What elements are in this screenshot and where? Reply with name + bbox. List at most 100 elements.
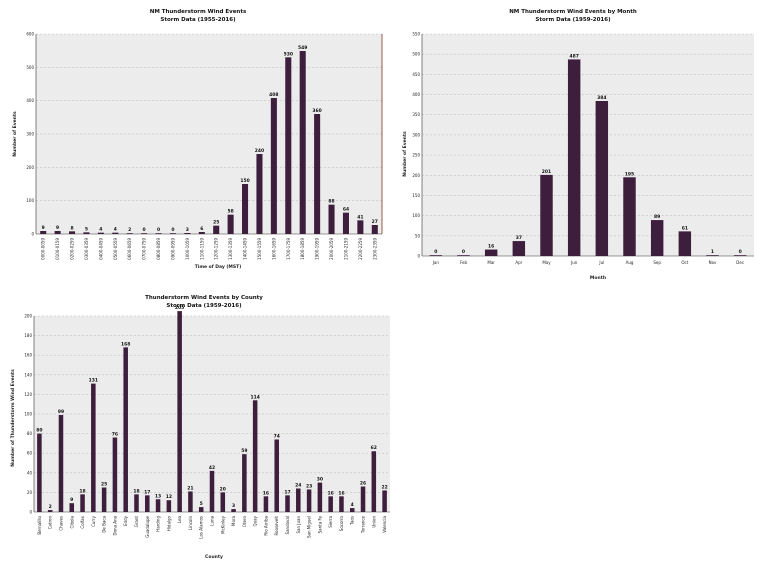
data-label: 16 xyxy=(328,490,334,496)
bar xyxy=(155,233,162,234)
bar xyxy=(371,225,378,234)
x-tick-label: 1600-1659 xyxy=(271,238,276,260)
x-tick-label: Chaves xyxy=(58,516,63,531)
y-tick-label: 500 xyxy=(26,65,34,70)
y-tick-label: 160 xyxy=(24,353,32,358)
y-tick-label: 200 xyxy=(24,314,32,319)
x-tick-label: Sep xyxy=(653,260,661,265)
data-label: 0 xyxy=(739,249,742,255)
y-tick-label: 100 xyxy=(26,198,34,203)
x-tick-label: San Miguel xyxy=(307,516,312,538)
bar xyxy=(382,490,387,512)
data-label: 131 xyxy=(89,378,98,384)
data-label: 0 xyxy=(157,227,160,233)
x-tick-label: 0900-0959 xyxy=(170,238,175,260)
bar xyxy=(69,231,76,234)
x-tick-label: Harding xyxy=(156,516,161,532)
data-label: 201 xyxy=(542,169,551,175)
data-label: 21 xyxy=(187,485,193,491)
y-tick-label: 100 xyxy=(24,412,32,417)
x-tick-label: Jun xyxy=(570,260,578,265)
x-tick-label: 2000-2059 xyxy=(329,238,334,260)
y-tick-label: 300 xyxy=(26,132,34,137)
data-label: 4 xyxy=(99,227,102,233)
data-label: 408 xyxy=(269,92,278,98)
data-label: 42 xyxy=(209,465,215,471)
x-tick-label: Sierra xyxy=(328,515,333,527)
x-tick-label: Bernalillo xyxy=(37,515,42,534)
bar xyxy=(274,439,279,512)
x-tick-label: Feb xyxy=(460,260,468,265)
x-tick-label: 2200-2259 xyxy=(358,238,363,260)
x-tick-label: 0500-0559 xyxy=(113,238,118,260)
data-label: 384 xyxy=(597,95,606,101)
y-tick-label: 0 xyxy=(29,510,32,515)
bar xyxy=(227,214,234,234)
data-label: 62 xyxy=(371,445,377,451)
chart-subtitle: Storm Data (1959-2016) xyxy=(166,303,242,309)
bar xyxy=(457,255,470,256)
x-tick-label: Luna xyxy=(210,515,215,525)
chart-events-by-county: Thunderstorm Wind Events by County Storm… xyxy=(4,290,396,562)
bar xyxy=(285,57,292,235)
x-tick-label: Catron xyxy=(48,516,53,530)
bar xyxy=(145,495,150,512)
bar xyxy=(263,496,269,512)
y-tick-label: 50 xyxy=(415,233,421,238)
bar xyxy=(198,232,205,234)
x-tick-label: 1800-1859 xyxy=(300,238,305,260)
x-tick-label: Curry xyxy=(91,515,96,527)
bar xyxy=(177,311,182,512)
data-label: 74 xyxy=(274,433,280,439)
x-tick-label: McKinley xyxy=(220,515,225,533)
bar xyxy=(733,255,747,256)
y-tick-label: 600 xyxy=(26,32,34,37)
bar xyxy=(512,241,526,256)
x-tick-label: 2100-2159 xyxy=(343,238,348,260)
x-tick-label: Rio Arriba xyxy=(263,515,268,535)
x-tick-label: 0200-0259 xyxy=(70,238,75,260)
data-label: 12 xyxy=(166,494,172,500)
y-tick-label: 60 xyxy=(27,451,33,456)
y-tick-label: 40 xyxy=(27,470,33,475)
y-axis-label: Number of Events xyxy=(402,131,408,177)
x-tick-label: Jul xyxy=(598,260,604,265)
data-label: 18 xyxy=(133,488,139,494)
data-label: 168 xyxy=(121,341,130,347)
data-label: 487 xyxy=(569,53,578,59)
y-tick-label: 20 xyxy=(27,490,33,495)
chart-events-by-month-svg: NM Thunderstorm Wind Events by Month Sto… xyxy=(402,9,754,281)
bar xyxy=(54,231,61,234)
bar xyxy=(126,233,133,234)
bar xyxy=(484,249,498,256)
bar xyxy=(198,507,204,512)
bar xyxy=(188,491,193,512)
data-label: 1 xyxy=(711,249,714,255)
data-label: 23 xyxy=(306,483,312,489)
x-tick-label: Eddy xyxy=(123,515,128,526)
bar xyxy=(141,233,148,234)
x-tick-label: May xyxy=(542,260,551,265)
data-label: 4 xyxy=(114,227,117,233)
data-label: 9 xyxy=(56,225,59,231)
data-label: 5 xyxy=(200,501,203,507)
x-tick-label: Los Alamos xyxy=(199,516,204,539)
x-tick-label: Quay xyxy=(253,515,258,526)
x-tick-label: Aug xyxy=(626,260,634,265)
data-label: 59 xyxy=(241,448,247,454)
y-tick-label: 400 xyxy=(26,98,34,103)
data-label: 16 xyxy=(488,244,494,250)
data-label: 2 xyxy=(49,504,52,510)
bar xyxy=(220,492,226,512)
x-tick-label: Mora xyxy=(231,515,236,526)
bar xyxy=(371,451,377,512)
x-tick-label: 1100-1159 xyxy=(199,238,204,260)
chart-subtitle: Storm Data (1955-2016) xyxy=(160,17,236,23)
x-tick-label: 0100-0159 xyxy=(55,238,60,260)
data-label: 24 xyxy=(295,482,301,488)
data-label: 360 xyxy=(312,108,321,114)
x-tick-label: Torrance xyxy=(361,515,366,534)
data-label: 16 xyxy=(263,490,269,496)
y-tick-label: 200 xyxy=(26,165,34,170)
chart-events-by-county-svg: Thunderstorm Wind Events by County Storm… xyxy=(10,295,390,560)
